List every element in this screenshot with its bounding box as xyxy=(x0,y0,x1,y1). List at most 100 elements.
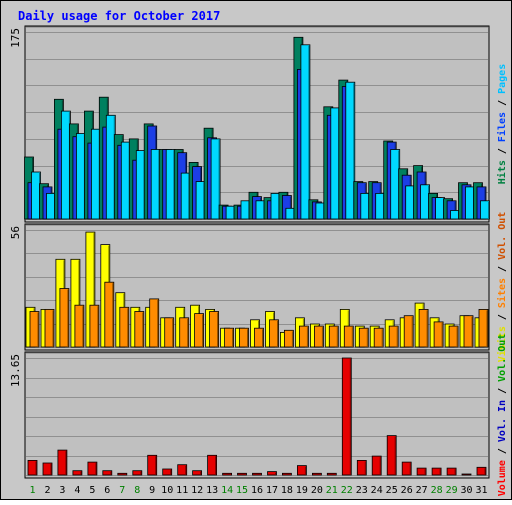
bar-sites xyxy=(194,313,205,348)
bar-sites xyxy=(239,327,249,348)
bar-volume xyxy=(117,472,128,476)
day-label: 21 xyxy=(326,485,338,496)
day-label: 9 xyxy=(149,485,155,496)
day-label: 26 xyxy=(401,485,413,496)
day-label: 28 xyxy=(431,485,443,496)
bar-volume xyxy=(192,470,203,476)
bar-volume xyxy=(42,462,53,476)
legend-hits: Hits xyxy=(496,160,508,184)
day-label: 31 xyxy=(475,485,487,496)
bar-sites xyxy=(254,327,264,348)
day-label: 10 xyxy=(161,485,173,496)
day-label: 7 xyxy=(119,485,125,496)
day-label: 27 xyxy=(416,485,428,496)
gridlines xyxy=(26,358,488,476)
legend-vol-in: Vol. In xyxy=(497,400,508,442)
bar-sites xyxy=(89,304,100,348)
bar-sites xyxy=(119,306,130,348)
day-label: 18 xyxy=(281,485,293,496)
bar-sites xyxy=(134,311,145,348)
bar-pages xyxy=(480,200,490,220)
bar-sites xyxy=(448,325,459,348)
bar-volume xyxy=(446,467,457,476)
day-label: 19 xyxy=(296,485,308,496)
plot-area xyxy=(24,351,490,479)
bar-sites xyxy=(388,325,399,348)
legend--: / xyxy=(497,382,508,400)
bars xyxy=(27,357,487,476)
bar-volume xyxy=(401,461,412,476)
bar-sites xyxy=(74,304,85,348)
day-label: 30 xyxy=(460,485,472,496)
bar-sites xyxy=(209,311,220,348)
bar-volume xyxy=(237,472,247,476)
bar-sites xyxy=(403,315,414,348)
y-axis-max-label: 56 xyxy=(9,226,22,239)
bar-volume xyxy=(461,473,472,476)
bar-sites xyxy=(29,311,40,348)
x-axis-day-labels: 1 2 3 4 5 6 7 8 9 10 11 12 13 14 15 16 17 18 19 20 21 22 23 24 2… xyxy=(29,485,487,496)
bar-volume xyxy=(476,466,487,476)
bar-volume xyxy=(281,472,292,476)
day-label: 13 xyxy=(206,485,218,496)
day-label: 8 xyxy=(134,485,140,496)
day-label: 17 xyxy=(266,485,278,496)
day-label: 5 xyxy=(89,485,95,496)
bar-volume xyxy=(147,454,158,476)
bar-sites xyxy=(373,327,384,348)
bar-volume xyxy=(102,470,113,476)
bar-pages xyxy=(210,138,221,220)
bar-volume xyxy=(57,449,68,476)
bar-sites xyxy=(149,298,160,348)
panel-bottom: 13.65 Volume / Vol. In / Vol. Out xyxy=(9,334,508,497)
bar-sites xyxy=(283,329,294,348)
bar-volume xyxy=(311,472,322,476)
bar-sites xyxy=(478,308,489,348)
bar-sites xyxy=(313,325,324,348)
bar-volume xyxy=(132,470,143,476)
legend--: / xyxy=(497,142,508,160)
day-label: 22 xyxy=(341,485,353,496)
bar-volume xyxy=(72,470,83,476)
bars xyxy=(25,231,489,348)
day-label: 4 xyxy=(74,485,80,496)
bar-volume xyxy=(431,467,442,476)
legend-volume: Volume xyxy=(497,460,508,496)
day-label: 1 xyxy=(29,485,35,496)
day-label: 2 xyxy=(44,485,50,496)
day-label: 29 xyxy=(446,485,458,496)
legend--: / xyxy=(497,308,508,326)
bar-volume xyxy=(177,464,188,476)
legend-vol-out: Vol. Out xyxy=(497,334,508,382)
bar-volume xyxy=(87,461,98,476)
bar-sites xyxy=(104,281,115,348)
panel-middle: 56 Visits / Sites / Vol. Out xyxy=(9,212,508,363)
bars xyxy=(24,36,490,220)
legend-labels: Visits / Sites / Vol. Out xyxy=(496,212,508,363)
bar-pages xyxy=(300,44,311,220)
bar-sites xyxy=(358,327,369,348)
y-axis-max-label: 175 xyxy=(9,28,22,48)
bar-volume xyxy=(267,471,277,476)
day-label: 3 xyxy=(59,485,65,496)
bar-volume xyxy=(341,357,352,476)
bar-volume xyxy=(207,454,218,476)
legend-labels: Volume / Vol. In / Vol. Out xyxy=(497,334,508,497)
day-label: 14 xyxy=(221,485,233,496)
bar-sites xyxy=(164,317,175,348)
day-label: 20 xyxy=(311,485,323,496)
bar-sites xyxy=(418,308,429,348)
bar-volume xyxy=(252,472,262,476)
day-label: 11 xyxy=(176,485,188,496)
bar-sites xyxy=(328,325,339,348)
day-label: 15 xyxy=(236,485,248,496)
panel-top: 175 Hits / Files / Pages xyxy=(9,25,508,223)
day-label: 12 xyxy=(191,485,203,496)
chart-title: Daily usage for October 2017 xyxy=(18,9,220,23)
day-label: 6 xyxy=(104,485,110,496)
day-label: 24 xyxy=(371,485,383,496)
bar-volume xyxy=(386,435,397,476)
